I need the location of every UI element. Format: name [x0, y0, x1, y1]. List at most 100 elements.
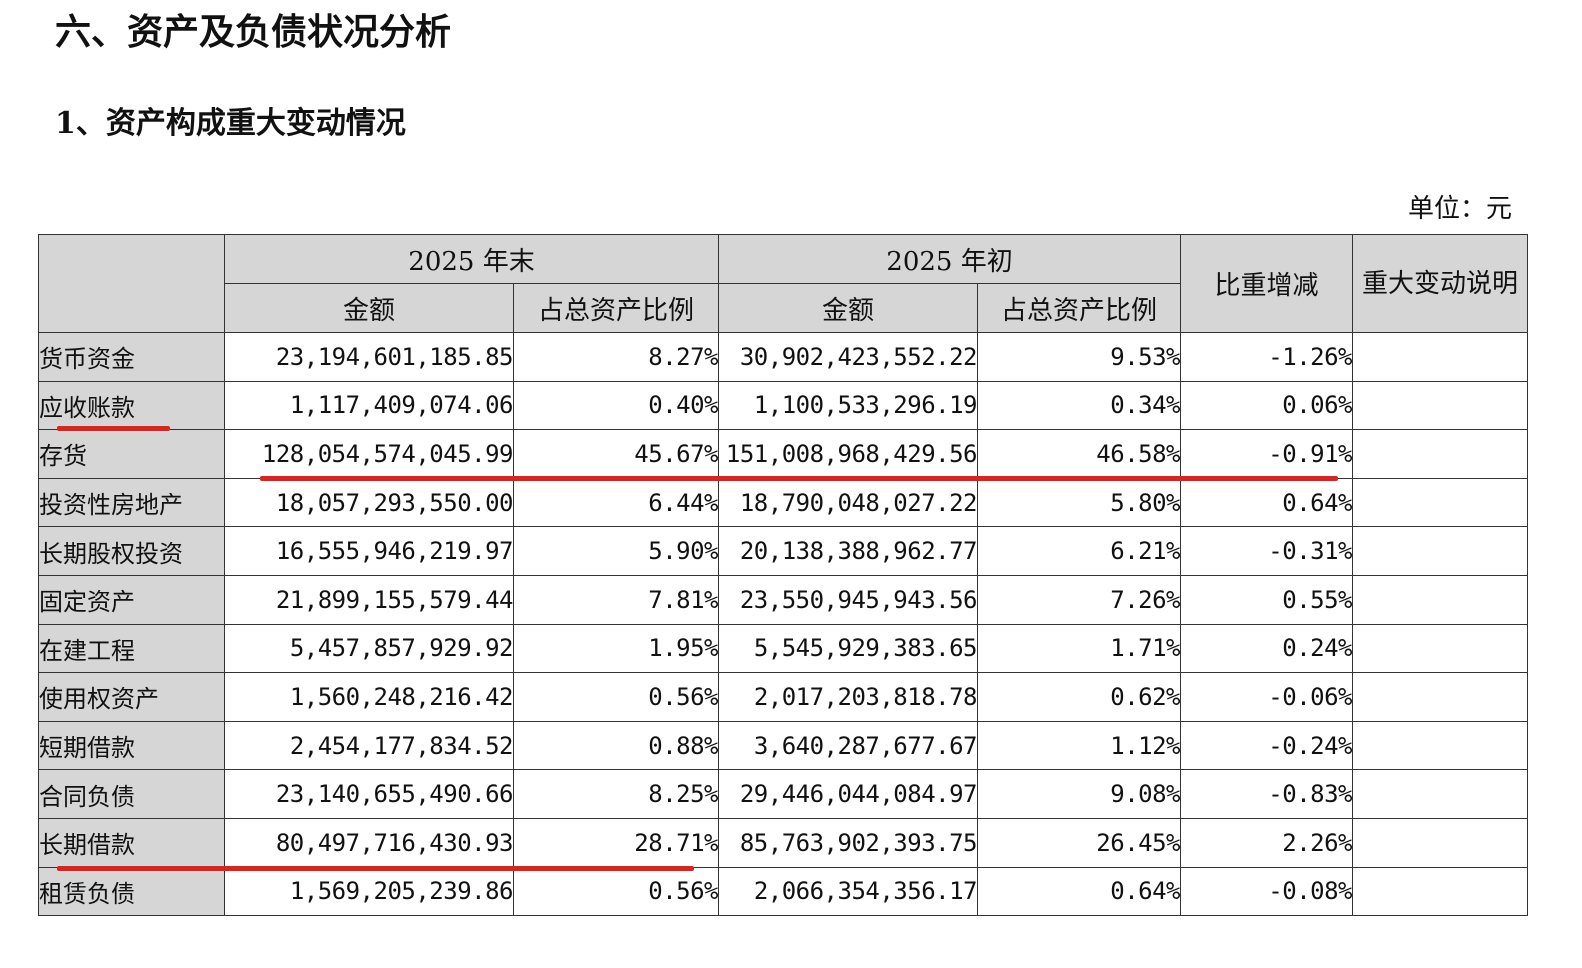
highlight-underline-receivables: [57, 426, 170, 431]
cell-start-ratio: 6.21%: [977, 526, 1181, 576]
cell-end-amount: 18,057,293,550.00: [224, 477, 514, 528]
row-item-label: 使用权资产: [38, 672, 225, 722]
table-row: 长期股权投资 16,555,946,219.97 5.90% 20,138,388,9…: [38, 526, 1528, 576]
cell-end-ratio: 28.71%: [513, 817, 719, 868]
cell-change: -0.08%: [1180, 866, 1353, 917]
cell-note: [1352, 817, 1528, 868]
cell-note: [1352, 526, 1528, 576]
header-end-ratio: 占总资产比例: [513, 283, 719, 333]
cell-end-ratio: 6.44%: [513, 477, 719, 528]
header-period-end: 2025 年末: [224, 234, 719, 284]
cell-note: [1352, 380, 1528, 431]
row-item-label: 固定资产: [38, 574, 225, 625]
table-row: 合同负债 23,140,655,490.66 8.25% 29,446,044,084…: [38, 769, 1528, 819]
table-row: 使用权资产 1,560,248,216.42 0.56% 2,017,203,818.…: [38, 672, 1528, 722]
cell-end-ratio: 0.40%: [513, 380, 719, 431]
cell-change: 0.64%: [1180, 477, 1353, 528]
cell-start-ratio: 1.12%: [977, 720, 1181, 771]
table-row: 在建工程 5,457,857,929.92 1.95% 5,545,929,383.6…: [38, 623, 1528, 674]
cell-note: [1352, 720, 1528, 771]
cell-start-amount: 30,902,423,552.22: [718, 332, 978, 382]
cell-end-amount: 1,560,248,216.42: [224, 672, 514, 722]
asset-composition-table: 2025 年末 2025 年初 比重增减 重大变动说明 金额 占总资产比例 金额…: [38, 234, 1528, 917]
cell-end-amount: 1,569,205,239.86: [224, 866, 514, 917]
row-item-label: 租赁负债: [38, 866, 225, 917]
cell-end-amount: 80,497,716,430.93: [224, 817, 514, 868]
cell-note: [1352, 623, 1528, 674]
row-item-label: 短期借款: [38, 720, 225, 771]
cell-note: [1352, 574, 1528, 625]
row-item-label: 合同负债: [38, 769, 225, 819]
cell-end-amount: 16,555,946,219.97: [224, 526, 514, 576]
cell-end-ratio: 8.25%: [513, 769, 719, 819]
cell-start-ratio: 46.58%: [977, 429, 1181, 479]
cell-end-ratio: 0.56%: [513, 866, 719, 917]
cell-start-amount: 18,790,048,027.22: [718, 477, 978, 528]
cell-start-ratio: 0.62%: [977, 672, 1181, 722]
row-item-label: 长期借款: [38, 817, 225, 868]
cell-end-ratio: 5.90%: [513, 526, 719, 576]
cell-end-ratio: 7.81%: [513, 574, 719, 625]
highlight-underline-long-term-loans: [57, 866, 694, 871]
header-start-amount: 金额: [718, 283, 978, 333]
cell-end-amount: 23,194,601,185.85: [224, 332, 514, 382]
cell-start-ratio: 9.08%: [977, 769, 1181, 819]
cell-start-amount: 3,640,287,677.67: [718, 720, 978, 771]
cell-start-amount: 151,008,968,429.56: [718, 429, 978, 479]
table-row: 固定资产 21,899,155,579.44 7.81% 23,550,945,943…: [38, 574, 1528, 625]
cell-start-amount: 23,550,945,943.56: [718, 574, 978, 625]
cell-start-amount: 29,446,044,084.97: [718, 769, 978, 819]
row-item-label: 长期股权投资: [38, 526, 225, 576]
cell-change: 0.55%: [1180, 574, 1353, 625]
cell-start-ratio: 7.26%: [977, 574, 1181, 625]
cell-end-amount: 1,117,409,074.06: [224, 380, 514, 431]
header-end-amount: 金额: [224, 283, 514, 333]
row-item-label: 货币资金: [38, 332, 225, 382]
cell-note: [1352, 477, 1528, 528]
cell-end-amount: 5,457,857,929.92: [224, 623, 514, 674]
cell-end-amount: 21,899,155,579.44: [224, 574, 514, 625]
cell-end-ratio: 0.56%: [513, 672, 719, 722]
cell-change: -0.31%: [1180, 526, 1353, 576]
cell-start-ratio: 0.64%: [977, 866, 1181, 917]
cell-end-amount: 2,454,177,834.52: [224, 720, 514, 771]
cell-start-amount: 2,017,203,818.78: [718, 672, 978, 722]
cell-note: [1352, 672, 1528, 722]
header-start-ratio: 占总资产比例: [977, 283, 1181, 333]
cell-start-ratio: 5.80%: [977, 477, 1181, 528]
table-row: 短期借款 2,454,177,834.52 0.88% 3,640,287,677.6…: [38, 720, 1528, 771]
cell-end-amount: 23,140,655,490.66: [224, 769, 514, 819]
subsection-heading: 1、资产构成重大变动情况: [55, 106, 406, 141]
cell-change: 2.26%: [1180, 817, 1353, 868]
cell-change: -0.06%: [1180, 672, 1353, 722]
cell-start-ratio: 26.45%: [977, 817, 1181, 868]
table-row: 投资性房地产 18,057,293,550.00 6.44% 18,790,048,0…: [38, 477, 1528, 528]
cell-end-ratio: 45.67%: [513, 429, 719, 479]
row-item-label: 投资性房地产: [38, 477, 225, 528]
table-row: 应收账款 1,117,409,074.06 0.40% 1,100,533,296.1…: [38, 380, 1528, 431]
table-body: 货币资金 23,194,601,185.85 8.27% 30,902,423,552…: [38, 332, 1528, 917]
table-row: 长期借款 80,497,716,430.93 28.71% 85,763,902,39…: [38, 817, 1528, 868]
section-heading: 六、资产及负债状况分析: [55, 11, 452, 53]
cell-end-ratio: 8.27%: [513, 332, 719, 382]
cell-start-amount: 85,763,902,393.75: [718, 817, 978, 868]
cell-change: -0.91%: [1180, 429, 1353, 479]
header-corner-cell: [38, 234, 225, 333]
cell-change: -0.24%: [1180, 720, 1353, 771]
cell-start-ratio: 9.53%: [977, 332, 1181, 382]
cell-change: 0.24%: [1180, 623, 1353, 674]
cell-note: [1352, 769, 1528, 819]
cell-note: [1352, 429, 1528, 479]
table-row: 货币资金 23,194,601,185.85 8.27% 30,902,423,552…: [38, 332, 1528, 382]
cell-end-amount: 128,054,574,045.99: [224, 429, 514, 479]
table-row: 租赁负债 1,569,205,239.86 0.56% 2,066,354,356.1…: [38, 866, 1528, 917]
cell-start-amount: 1,100,533,296.19: [718, 380, 978, 431]
row-item-label: 应收账款: [38, 380, 225, 431]
cell-end-ratio: 1.95%: [513, 623, 719, 674]
cell-change: -0.83%: [1180, 769, 1353, 819]
header-note: 重大变动说明: [1352, 234, 1528, 333]
cell-start-ratio: 1.71%: [977, 623, 1181, 674]
cell-start-amount: 5,545,929,383.65: [718, 623, 978, 674]
header-change: 比重增减: [1180, 234, 1353, 333]
cell-end-ratio: 0.88%: [513, 720, 719, 771]
